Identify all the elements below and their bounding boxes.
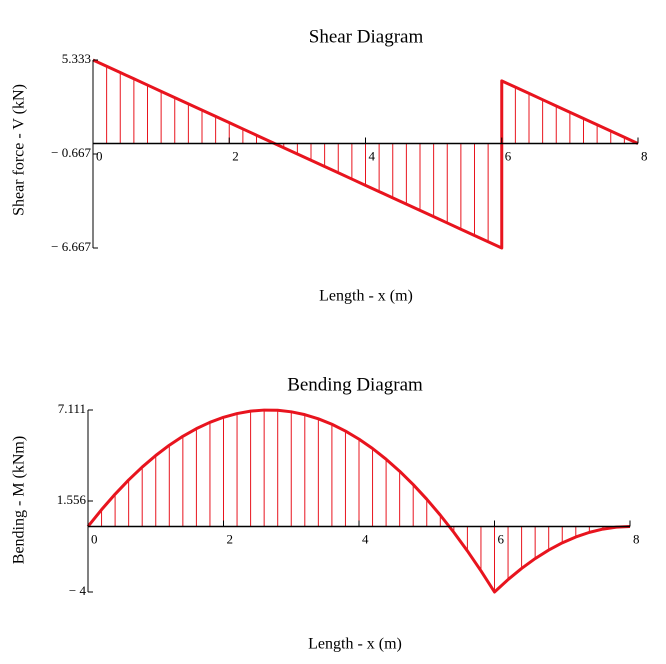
y-tick-label: 5.333 (62, 51, 91, 66)
x-tick-label: 8 (633, 531, 640, 546)
y-axis-label: Bending - M (kNm) (11, 436, 28, 564)
x-tick-label: 0 (91, 531, 98, 546)
curve (86, 408, 631, 594)
curve (92, 58, 639, 250)
y-tick-label: − 0.667 (51, 145, 91, 160)
x-tick-label: 4 (362, 531, 369, 546)
x-axis-label: Length - x (m) (319, 288, 413, 305)
chart-title: Shear Diagram (309, 26, 424, 47)
x-tick-label: 8 (641, 149, 648, 164)
chart-title: Bending Diagram (287, 374, 423, 395)
y-tick-label: − 6.667 (51, 239, 91, 254)
x-tick-label: 2 (232, 149, 239, 164)
y-tick-label: 7.111 (58, 401, 86, 416)
x-tick-label: 2 (227, 531, 234, 546)
x-tick-label: 6 (505, 149, 512, 164)
x-tick-label: 6 (498, 531, 505, 546)
y-tick-label: − 4 (69, 583, 87, 598)
y-tick-label: 1.556 (57, 492, 87, 507)
x-tick-label: 4 (369, 149, 376, 164)
x-axis-label: Length - x (m) (308, 636, 402, 653)
y-axis-label: Shear force - V (kN) (11, 84, 28, 216)
x-tick-label: 0 (96, 149, 103, 164)
